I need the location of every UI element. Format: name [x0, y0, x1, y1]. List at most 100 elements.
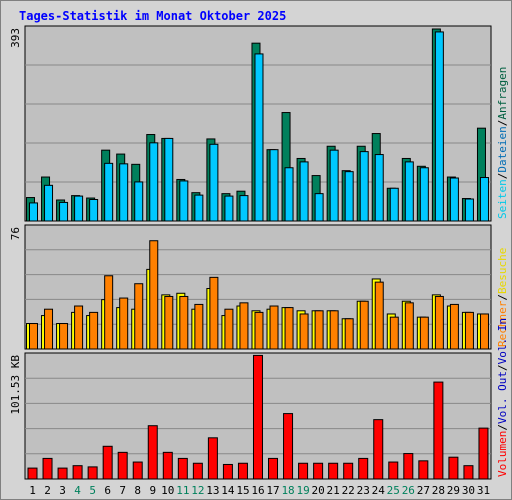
- x-tick-label: 9: [149, 484, 156, 497]
- bar-dateien: [434, 31, 444, 222]
- bar-volumen: [478, 427, 489, 480]
- bar-volumen: [403, 453, 414, 480]
- bar-rechner: [269, 305, 279, 350]
- bar-rechner: [329, 310, 339, 350]
- bar-rechner: [314, 310, 324, 350]
- bar-dateien: [374, 154, 384, 222]
- legend-item: Rechner: [496, 300, 509, 347]
- x-tick-label: 27: [417, 484, 430, 497]
- legend-item: Vol. Out: [496, 371, 509, 424]
- x-tick-label: 14: [221, 484, 235, 497]
- bar-rechner: [254, 311, 264, 350]
- x-tick-label: 22: [342, 484, 355, 497]
- bar-volumen: [132, 461, 143, 480]
- legend-item: Volumen: [496, 431, 509, 477]
- bar-rechner: [164, 295, 174, 350]
- bar-volumen: [147, 425, 158, 480]
- bar-rechner: [74, 305, 84, 350]
- legend-item: Vol. In: [496, 318, 509, 364]
- x-tick-label: 5: [89, 484, 96, 497]
- x-tick-label: 13: [206, 484, 219, 497]
- bar-rechner: [389, 316, 399, 350]
- bar-dateien: [419, 167, 429, 222]
- bar-dateien: [299, 161, 309, 222]
- bar-dateien: [239, 195, 249, 222]
- bar-volumen: [222, 463, 233, 480]
- bar-dateien: [179, 180, 189, 222]
- x-tick-label: 24: [372, 484, 386, 497]
- bar-volumen: [418, 460, 429, 480]
- bar-dateien: [314, 193, 324, 222]
- legend-separator: /: [496, 173, 509, 180]
- x-tick-label: 29: [447, 484, 460, 497]
- legend-separator: /: [496, 364, 509, 371]
- bar-dateien: [194, 194, 204, 222]
- x-tick-label: 8: [134, 484, 141, 497]
- bar-rechner: [284, 307, 294, 350]
- bar-volumen: [448, 456, 459, 480]
- bar-rechner: [89, 311, 99, 350]
- bar-rechner: [29, 323, 38, 350]
- bar-dateien: [389, 187, 399, 222]
- bar-rechner: [179, 295, 189, 350]
- bar-volumen: [313, 462, 324, 480]
- bar-volumen: [343, 462, 354, 480]
- x-tick-label: 10: [161, 484, 174, 497]
- x-tick-label: 26: [402, 484, 415, 497]
- bar-dateien: [119, 163, 129, 222]
- bar-dateien: [104, 162, 114, 222]
- bar-dateien: [284, 167, 294, 222]
- x-tick-label: 7: [119, 484, 126, 497]
- x-tick-label: 23: [357, 484, 370, 497]
- bar-dateien: [254, 53, 264, 222]
- bar-dateien: [479, 177, 489, 222]
- x-tick-label: 6: [104, 484, 111, 497]
- bar-rechner: [194, 303, 204, 350]
- x-tick-label: 16: [251, 484, 264, 497]
- bar-volumen: [117, 451, 128, 480]
- bar-rechner: [59, 323, 69, 350]
- bar-rechner: [239, 302, 249, 350]
- bar-volumen: [283, 413, 294, 480]
- y-max-label-top: 393: [9, 28, 22, 48]
- bar-rechner: [374, 281, 384, 350]
- bar-volumen: [57, 467, 68, 480]
- legend-middle: Rechner/Besuche: [496, 248, 509, 347]
- bar-rechner: [224, 308, 234, 350]
- x-tick-label: 20: [312, 484, 325, 497]
- bar-volumen: [72, 465, 83, 480]
- bar-volumen: [252, 354, 263, 480]
- bar-volumen: [358, 457, 369, 480]
- x-tick-label: 11: [176, 484, 189, 497]
- bar-volumen: [298, 462, 309, 480]
- bar-volumen: [207, 437, 218, 480]
- legend-item: Seiten: [496, 179, 509, 219]
- bar-rechner: [209, 276, 219, 350]
- bar-volumen: [268, 457, 279, 480]
- legend-top: Seiten/Dateien/Anfragen: [496, 67, 509, 219]
- bar-rechner: [419, 316, 429, 350]
- bar-rechner: [299, 313, 309, 350]
- bar-volumen: [27, 467, 38, 480]
- bar-dateien: [74, 195, 84, 222]
- x-tick-label: 3: [59, 484, 66, 497]
- bar-dateien: [269, 149, 279, 222]
- bar-dateien: [89, 199, 99, 222]
- bar-dateien: [149, 142, 159, 222]
- x-tick-label: 12: [191, 484, 204, 497]
- bar-volumen: [192, 462, 203, 480]
- legend-bottom: Volumen/Vol. Out/Vol. In: [496, 318, 509, 477]
- x-tick-label: 2: [44, 484, 51, 497]
- bar-volumen: [328, 462, 339, 480]
- legend-item: Dateien: [496, 126, 509, 172]
- bar-volumen: [463, 465, 474, 480]
- x-tick-label: 1: [29, 484, 36, 497]
- bar-volumen: [433, 381, 444, 480]
- chart-title: Tages-Statistik im Monat Oktober 2025: [19, 9, 287, 23]
- legend-item: Anfragen: [496, 67, 509, 120]
- bar-rechner: [119, 297, 129, 350]
- bar-volumen: [237, 462, 248, 480]
- bar-rechner: [104, 275, 114, 350]
- legend-separator: /: [496, 120, 509, 127]
